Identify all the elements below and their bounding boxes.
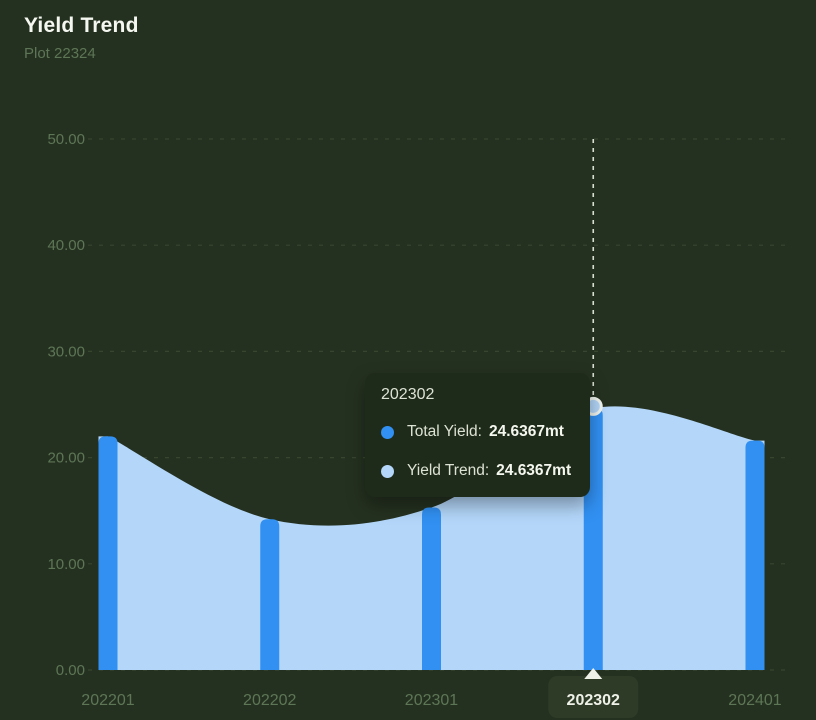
active-category-caret-icon (584, 668, 603, 679)
y-axis-tick-label: 10.00 (47, 556, 85, 573)
tooltip-row-label: Yield Trend: (407, 462, 490, 479)
y-axis-tick-label: 0.00 (56, 662, 85, 679)
x-axis-label-202302: 202302 (567, 692, 620, 709)
x-axis-label-202201: 202201 (81, 692, 134, 709)
bar-202202[interactable] (260, 519, 280, 670)
bar-202301[interactable] (422, 507, 441, 670)
yield-trend-dot-icon (381, 464, 394, 478)
x-axis-label-202202: 202202 (243, 692, 296, 709)
bar-202201[interactable] (98, 436, 118, 670)
tooltip-row-value: 24.6367mt (496, 462, 572, 479)
y-axis-tick-label: 50.00 (47, 131, 85, 148)
page-subtitle: Plot 22324 (24, 45, 96, 62)
y-axis-tick-label: 30.00 (47, 343, 85, 360)
chart-tooltip: 202302 Total Yield: 24.6367mt Yield Tren… (365, 373, 590, 497)
tooltip-row-value: 24.6367mt (488, 423, 564, 440)
chart-header: Yield Trend Plot 22324 (24, 14, 139, 62)
active-category-pill (548, 676, 639, 718)
bar-202401[interactable] (745, 440, 765, 670)
tooltip-row-total-yield: Total Yield: 24.6367mt (381, 421, 574, 443)
y-axis-tick-label: 20.00 (47, 450, 85, 467)
tooltip-row-label: Total Yield: (407, 423, 482, 440)
total-yield-dot-icon (381, 425, 394, 439)
tooltip-title: 202302 (381, 386, 435, 403)
tooltip-row-yield-trend: Yield Trend: 24.6367mt (381, 460, 574, 482)
y-axis-tick-label: 40.00 (47, 237, 85, 254)
x-axis-label-202301: 202301 (405, 692, 458, 709)
x-axis-label-202401: 202401 (728, 692, 781, 709)
page-title: Yield Trend (24, 14, 139, 37)
